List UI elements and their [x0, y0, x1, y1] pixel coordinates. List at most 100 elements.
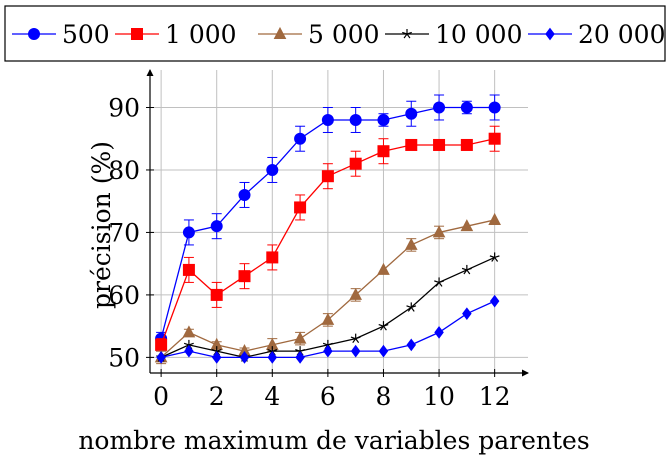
data-point — [321, 170, 334, 183]
x-tick-label: 12 — [479, 382, 511, 411]
data-point — [294, 201, 307, 214]
data-point — [377, 262, 390, 275]
star-ray — [406, 31, 412, 35]
star-ray — [411, 305, 417, 308]
tick-labels: 0 2 4 6 8 10 12 50 60 70 80 90 — [108, 93, 510, 411]
data-point — [267, 351, 278, 364]
series-500 — [155, 94, 501, 346]
legend-marker — [28, 28, 40, 40]
data-point — [434, 277, 444, 287]
x-tick-label: 6 — [320, 382, 336, 411]
data-point — [210, 220, 223, 233]
legend-marker — [273, 26, 287, 39]
data-point — [266, 251, 279, 264]
data-point — [156, 351, 166, 364]
data-point — [433, 138, 446, 151]
y-axis-arrow — [146, 69, 154, 76]
star-ray — [463, 269, 468, 275]
star-ray — [188, 342, 194, 346]
x-tick-label: 4 — [264, 382, 280, 411]
data-point — [211, 351, 222, 364]
legend-label: 500 — [62, 20, 110, 49]
data-point — [239, 351, 250, 364]
grid-lines — [150, 70, 528, 373]
star-ray — [410, 307, 415, 312]
data-point — [321, 113, 334, 126]
legend-marker — [545, 27, 555, 41]
y-tick-label: 80 — [108, 156, 140, 185]
x-tick-label: 10 — [423, 382, 455, 411]
star-ray — [382, 325, 387, 331]
legend-item: 500 — [12, 20, 110, 49]
series-group — [154, 94, 501, 365]
series-1000 — [155, 125, 501, 352]
legend-marker — [402, 29, 412, 39]
star-ray — [438, 280, 444, 283]
data-point — [210, 288, 223, 301]
star-ray — [466, 269, 471, 275]
y-axis-label: précision (%) — [87, 141, 116, 309]
data-point — [488, 132, 501, 145]
data-point — [293, 331, 307, 344]
star-ray — [299, 349, 306, 352]
y-tick-label: 50 — [108, 343, 140, 372]
star-ray — [267, 349, 273, 352]
star-ray — [406, 33, 411, 39]
data-point — [350, 344, 361, 358]
legend-item: 5 000 — [258, 20, 380, 49]
x-tick-label: 2 — [209, 382, 225, 411]
star-ray — [406, 305, 412, 308]
star-ray — [494, 257, 499, 262]
data-point — [155, 338, 168, 351]
star-ray — [466, 267, 472, 271]
data-point — [489, 252, 500, 262]
data-point — [488, 212, 501, 225]
y-tick-label: 90 — [108, 93, 140, 122]
y-tick-label: 70 — [108, 218, 140, 247]
data-point — [405, 138, 418, 151]
x-axis-label: nombre maximum de variables parentes — [78, 426, 589, 455]
data-point — [461, 264, 472, 275]
data-point — [460, 219, 474, 232]
star-ray — [380, 325, 384, 331]
star-ray — [295, 349, 301, 352]
series-20000 — [156, 294, 500, 364]
star-ray — [183, 342, 190, 346]
data-point — [405, 107, 418, 120]
data-point — [182, 325, 196, 338]
y-tick-label: 60 — [108, 281, 140, 310]
data-point — [378, 321, 389, 331]
star-ray — [461, 267, 468, 271]
data-point — [377, 145, 390, 158]
star-ray — [322, 342, 329, 346]
data-point — [182, 263, 195, 276]
legend-label: 10 000 — [435, 20, 522, 49]
star-ray — [350, 336, 356, 340]
data-point — [182, 226, 195, 239]
data-point — [321, 312, 335, 325]
star-ray — [435, 282, 440, 287]
data-point — [266, 163, 279, 176]
star-ray — [378, 324, 384, 327]
data-point — [406, 338, 417, 352]
data-point — [295, 351, 305, 364]
data-point — [238, 188, 251, 201]
star-ray — [327, 342, 333, 346]
legend-label: 5 000 — [308, 20, 380, 49]
data-point — [294, 132, 307, 145]
star-ray — [352, 338, 357, 344]
data-point — [460, 138, 473, 151]
data-point — [377, 113, 390, 126]
star-ray — [211, 349, 217, 352]
star-ray — [489, 255, 495, 258]
data-point — [488, 101, 501, 114]
legend-label: 1 000 — [165, 20, 237, 49]
legend-item: 10 000 — [385, 20, 522, 49]
data-point — [323, 344, 333, 358]
star-ray — [491, 257, 496, 262]
data-point — [349, 157, 362, 170]
data-point — [404, 237, 418, 250]
axes — [146, 69, 529, 377]
legend-item: 20 000 — [528, 20, 665, 49]
